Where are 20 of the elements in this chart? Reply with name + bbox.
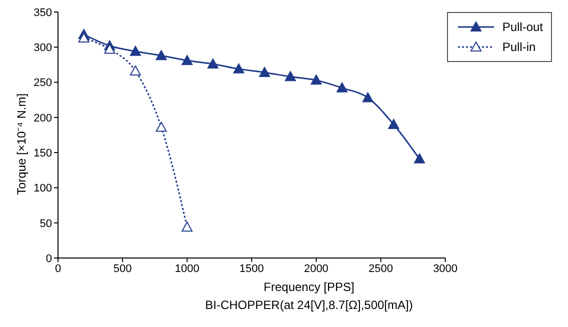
x-tick-label: 2500 [368, 262, 394, 275]
y-tick-label: 350 [34, 6, 52, 19]
legend-label: Pull-in [502, 40, 536, 54]
x-tick-label: 500 [113, 262, 132, 275]
text: BI-CHOPPER(at 24[V],8.7[Ω],500[mA]) [204, 298, 414, 312]
x-tick-label: 1000 [174, 262, 200, 275]
y-tick-label: 0 [46, 252, 52, 265]
x-tick-label: 1500 [239, 262, 264, 275]
x-axis-title: Frequency [PPS] [262, 280, 356, 294]
x-tick-label: 2000 [304, 262, 328, 275]
y-axis-title: Torque [×10⁻⁴ N.m] [14, 93, 28, 195]
y-tick-label: 50 [40, 218, 52, 230]
y-tick-label: 300 [34, 42, 52, 54]
x-tick-label: 3000 [433, 262, 458, 275]
y-tick-label: 250 [34, 77, 52, 90]
y-tick-label: 100 [34, 182, 52, 195]
y-tick-label: 200 [34, 112, 52, 124]
x-tick-label: 0 [54, 262, 62, 275]
y-tick-label: 150 [34, 147, 52, 160]
legend-label: Pull-out [502, 20, 543, 34]
